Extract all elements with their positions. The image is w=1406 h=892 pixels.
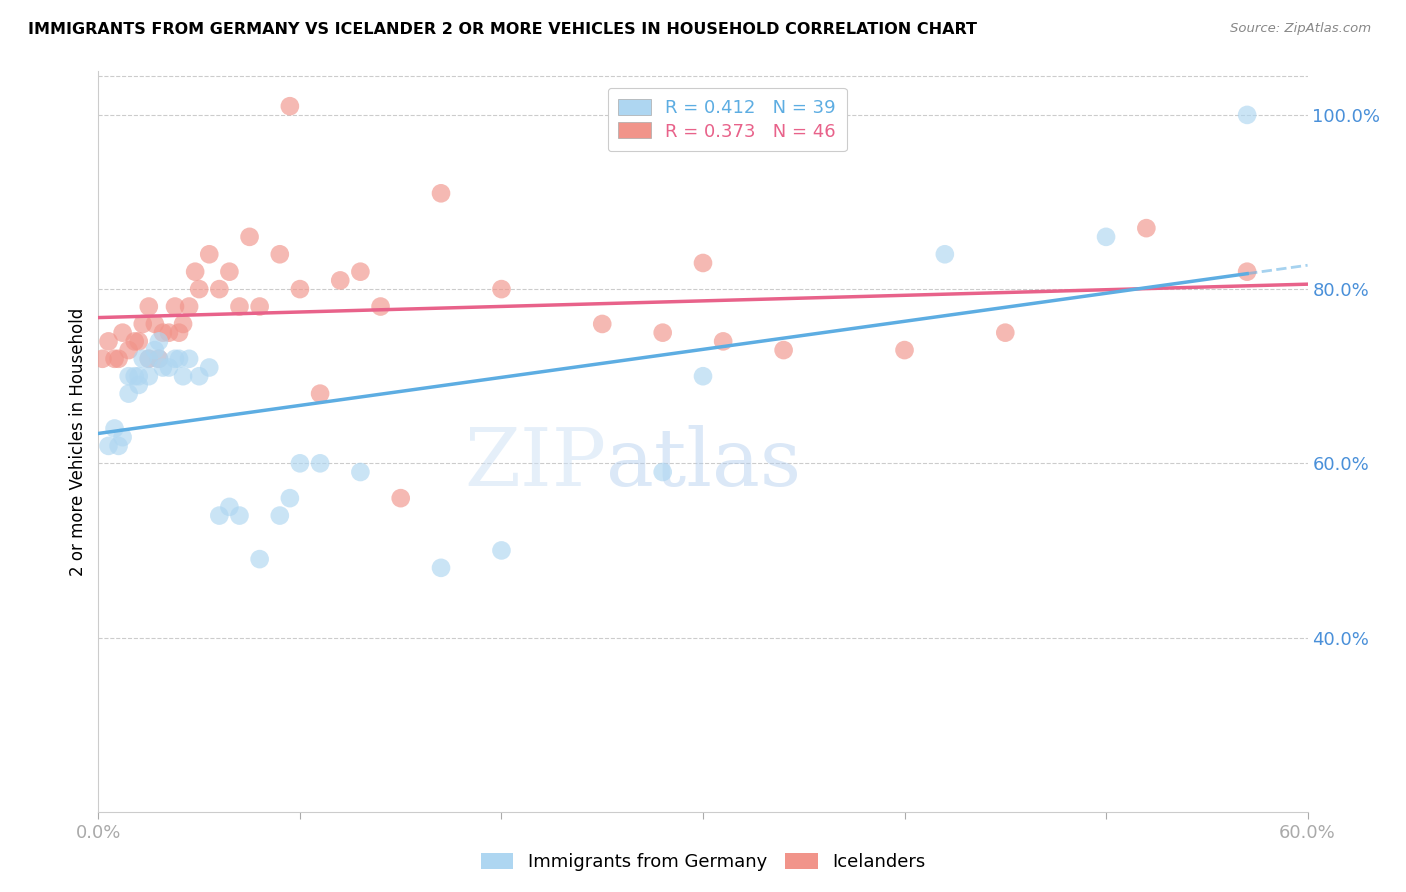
Point — [138, 351, 160, 366]
Text: atlas: atlas — [606, 425, 801, 503]
Point — [124, 369, 146, 384]
Point — [278, 491, 301, 505]
Point — [288, 456, 311, 470]
Point — [994, 326, 1017, 340]
Point — [188, 282, 211, 296]
Point — [772, 343, 794, 357]
Point — [172, 317, 194, 331]
Point — [124, 334, 146, 349]
Point — [288, 282, 311, 296]
Point — [143, 317, 166, 331]
Point — [152, 360, 174, 375]
Point — [198, 360, 221, 375]
Text: IMMIGRANTS FROM GERMANY VS ICELANDER 2 OR MORE VEHICLES IN HOUSEHOLD CORRELATION: IMMIGRANTS FROM GERMANY VS ICELANDER 2 O… — [28, 22, 977, 37]
Point — [188, 369, 211, 384]
Point — [163, 351, 186, 366]
Y-axis label: 2 or more Vehicles in Household: 2 or more Vehicles in Household — [69, 308, 87, 575]
Point — [591, 317, 613, 331]
Point — [249, 300, 271, 314]
Point — [239, 230, 262, 244]
Point — [491, 543, 513, 558]
Point — [349, 265, 371, 279]
Point — [179, 351, 201, 366]
Point — [91, 351, 114, 366]
Legend: Immigrants from Germany, Icelanders: Immigrants from Germany, Icelanders — [474, 846, 932, 879]
Point — [269, 247, 291, 261]
Point — [184, 265, 207, 279]
Point — [651, 326, 673, 340]
Point — [148, 334, 170, 349]
Point — [157, 360, 180, 375]
Point — [132, 351, 155, 366]
Point — [208, 282, 231, 296]
Point — [97, 439, 120, 453]
Point — [1236, 108, 1258, 122]
Point — [309, 386, 332, 401]
Point — [157, 326, 180, 340]
Point — [179, 300, 201, 314]
Point — [148, 351, 170, 366]
Point — [692, 369, 714, 384]
Text: ZIP: ZIP — [464, 425, 606, 503]
Point — [128, 334, 150, 349]
Point — [163, 300, 186, 314]
Point — [309, 456, 332, 470]
Point — [389, 491, 412, 505]
Point — [218, 500, 240, 514]
Point — [143, 343, 166, 357]
Point — [208, 508, 231, 523]
Point — [111, 326, 134, 340]
Point — [138, 300, 160, 314]
Point — [349, 465, 371, 479]
Point — [128, 369, 150, 384]
Point — [1095, 230, 1118, 244]
Point — [128, 378, 150, 392]
Point — [934, 247, 956, 261]
Point — [198, 247, 221, 261]
Point — [97, 334, 120, 349]
Point — [111, 430, 134, 444]
Point — [269, 508, 291, 523]
Point — [107, 439, 129, 453]
Point — [370, 300, 392, 314]
Point — [103, 421, 125, 435]
Point — [172, 369, 194, 384]
Text: Source: ZipAtlas.com: Source: ZipAtlas.com — [1230, 22, 1371, 36]
Point — [329, 273, 352, 287]
Point — [118, 386, 141, 401]
Point — [711, 334, 734, 349]
Point — [167, 326, 190, 340]
Point — [651, 465, 673, 479]
Point — [249, 552, 271, 566]
Point — [103, 351, 125, 366]
Point — [228, 300, 250, 314]
Point — [1236, 265, 1258, 279]
Point — [218, 265, 240, 279]
Point — [228, 508, 250, 523]
Point — [278, 99, 301, 113]
Point — [1135, 221, 1157, 235]
Point — [430, 561, 453, 575]
Point — [893, 343, 915, 357]
Point — [491, 282, 513, 296]
Point — [132, 317, 155, 331]
Point — [138, 369, 160, 384]
Point — [167, 351, 190, 366]
Legend: R = 0.412   N = 39, R = 0.373   N = 46: R = 0.412 N = 39, R = 0.373 N = 46 — [607, 87, 846, 152]
Point — [118, 343, 141, 357]
Point — [118, 369, 141, 384]
Point — [138, 351, 160, 366]
Point — [107, 351, 129, 366]
Point — [430, 186, 453, 201]
Point — [148, 351, 170, 366]
Point — [152, 326, 174, 340]
Point — [692, 256, 714, 270]
